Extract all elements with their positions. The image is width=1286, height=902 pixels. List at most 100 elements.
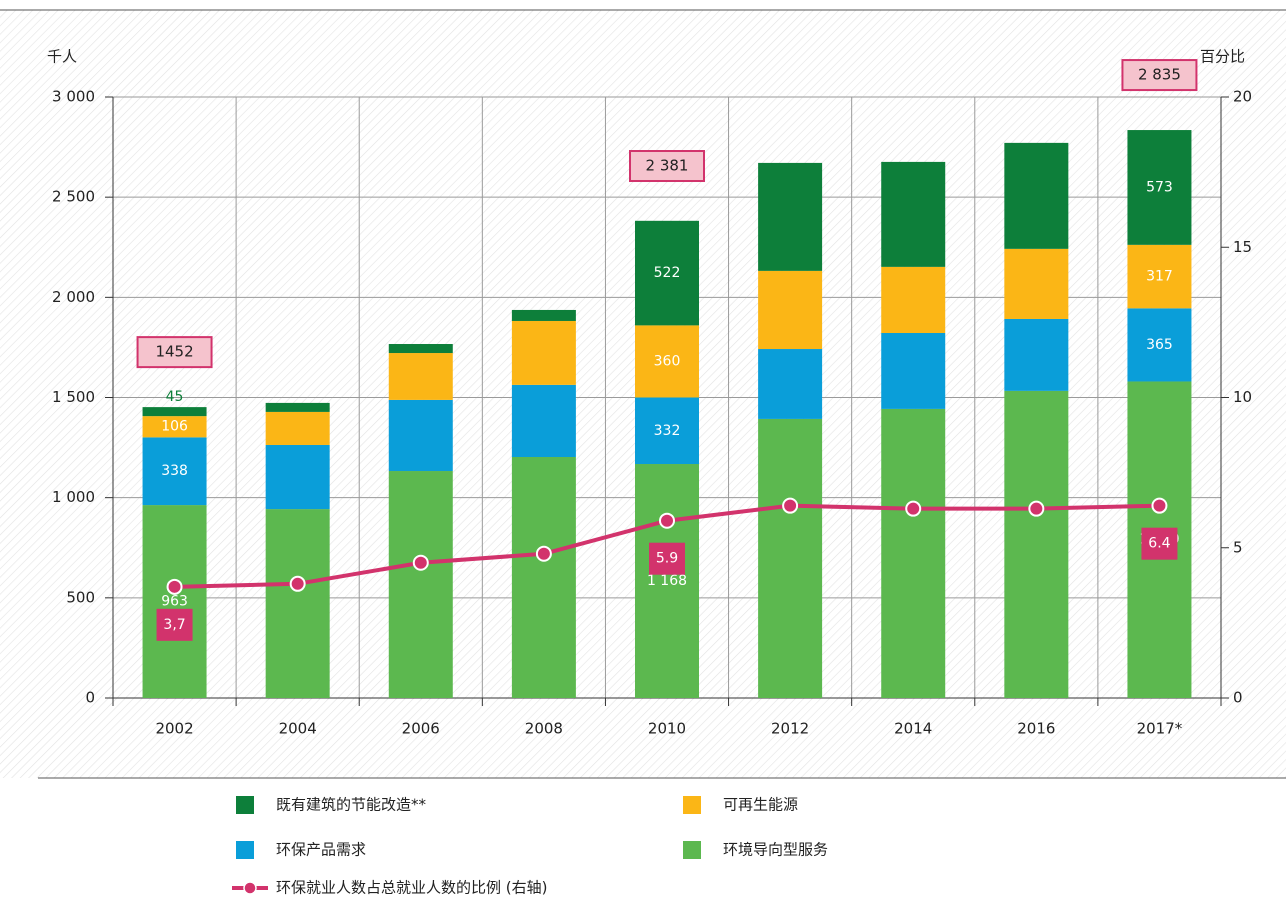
bar-segment bbox=[142, 505, 207, 698]
line-point bbox=[659, 512, 675, 529]
bar-segment bbox=[881, 161, 946, 267]
y-axis-label: 千人 bbox=[47, 48, 77, 66]
line-point bbox=[1151, 497, 1168, 514]
bar-segment bbox=[388, 471, 453, 698]
legend-label: 可再生能源 bbox=[723, 796, 798, 814]
bar-segment bbox=[1004, 248, 1069, 319]
bar-value-label: 338 bbox=[161, 463, 188, 479]
bar-segment bbox=[635, 325, 699, 398]
line-point bbox=[535, 545, 552, 562]
line-label-box bbox=[649, 542, 685, 575]
y2-tick-label: 0 bbox=[1233, 689, 1243, 707]
bar-segment bbox=[511, 384, 576, 457]
line-point bbox=[782, 497, 799, 514]
y-tick-label: 1 000 bbox=[52, 488, 95, 506]
bar-segment bbox=[635, 220, 699, 326]
total-box bbox=[1121, 59, 1198, 92]
bar-segment bbox=[142, 407, 207, 417]
bar-segment bbox=[511, 456, 576, 698]
y2-tick-label: 10 bbox=[1233, 388, 1252, 406]
x-tick-label: 2014 bbox=[894, 720, 932, 738]
bar-segment bbox=[758, 349, 823, 419]
total-label: 1452 bbox=[155, 343, 193, 361]
x-tick-label: 2004 bbox=[279, 720, 317, 738]
legend-marker bbox=[243, 881, 257, 895]
line-value-label: 6.4 bbox=[1148, 536, 1170, 552]
bar-segment bbox=[388, 399, 453, 472]
bar-value-label: 963 bbox=[161, 594, 188, 610]
x-tick-label: 2010 bbox=[648, 720, 686, 738]
x-tick-label: 2017* bbox=[1137, 720, 1183, 738]
legend-swatch bbox=[683, 841, 701, 859]
line-point bbox=[166, 578, 183, 595]
bar-value-label: 332 bbox=[654, 423, 681, 439]
bar-segment bbox=[758, 270, 823, 350]
x-tick-label: 2002 bbox=[155, 720, 193, 738]
bar-value-label: 522 bbox=[654, 265, 681, 281]
line-point bbox=[1028, 500, 1045, 517]
line-value-label: 5.9 bbox=[656, 551, 678, 567]
line-point bbox=[905, 500, 922, 517]
bar-value-label: 45 bbox=[166, 389, 184, 405]
bar-segment bbox=[388, 344, 453, 354]
bar-segment bbox=[1127, 130, 1192, 245]
bar-segment bbox=[1127, 308, 1192, 382]
bar-segment bbox=[265, 402, 330, 412]
bar-segment bbox=[758, 162, 823, 271]
line-value-label: 3,7 bbox=[163, 617, 185, 633]
bar-segment bbox=[1004, 318, 1069, 391]
bar-value-label: 365 bbox=[1146, 337, 1173, 353]
y2-tick-label: 20 bbox=[1233, 88, 1252, 106]
bar-segment bbox=[265, 411, 330, 445]
total-label: 2 381 bbox=[646, 157, 689, 175]
y-tick-label: 500 bbox=[66, 588, 95, 606]
bar-segment bbox=[265, 509, 330, 698]
legend-label: 既有建筑的节能改造** bbox=[276, 796, 427, 814]
bar-segment bbox=[1127, 244, 1192, 309]
bar-segment bbox=[142, 416, 207, 438]
y-tick-label: 2 000 bbox=[52, 288, 95, 306]
y2-axis-label: 百分比 bbox=[1200, 48, 1245, 66]
bar-segment bbox=[881, 408, 946, 698]
legend-swatch bbox=[236, 796, 254, 814]
legend-label: 环保产品需求 bbox=[276, 841, 366, 859]
x-tick-label: 2012 bbox=[771, 720, 809, 738]
legend-swatch bbox=[236, 841, 254, 859]
y-tick-label: 3 000 bbox=[52, 88, 95, 106]
x-tick-label: 2006 bbox=[402, 720, 440, 738]
total-box bbox=[136, 336, 213, 369]
bar-segment bbox=[388, 353, 453, 400]
bar-segment bbox=[635, 397, 699, 465]
legend-label: 环境导向型服务 bbox=[723, 841, 828, 859]
line-label-box bbox=[1141, 527, 1178, 560]
bar-value-label: 360 bbox=[654, 353, 681, 369]
bar-value-label: 106 bbox=[161, 419, 188, 435]
bar-segment bbox=[881, 266, 946, 333]
bar-segment bbox=[635, 464, 699, 698]
y-tick-label: 2 500 bbox=[52, 188, 95, 206]
bar-segment bbox=[1004, 142, 1069, 249]
line-label-box bbox=[156, 608, 193, 641]
x-tick-label: 2008 bbox=[525, 720, 563, 738]
total-label: 2 835 bbox=[1138, 66, 1181, 84]
bar-value-label: 573 bbox=[1146, 179, 1173, 195]
total-box bbox=[629, 150, 705, 183]
y-tick-label: 1 500 bbox=[52, 388, 95, 406]
bar-segment bbox=[1004, 390, 1069, 698]
y2-tick-label: 15 bbox=[1233, 238, 1252, 256]
bar-value-label: 317 bbox=[1146, 269, 1173, 285]
bar-segment bbox=[511, 320, 576, 385]
x-tick-label: 2016 bbox=[1017, 720, 1055, 738]
bar-segment bbox=[142, 437, 207, 506]
line-point bbox=[289, 575, 306, 592]
bar-segment bbox=[511, 309, 576, 321]
y-tick-label: 0 bbox=[85, 689, 95, 707]
legend-label: 环保就业人数占总就业人数的比例 (右轴) bbox=[276, 879, 547, 897]
bar-segment bbox=[881, 332, 946, 409]
bar-segment bbox=[758, 418, 823, 698]
y2-tick-label: 5 bbox=[1233, 538, 1243, 556]
legend-swatch bbox=[683, 796, 701, 814]
bar-value-label: 1 168 bbox=[647, 573, 687, 589]
bar-segment bbox=[265, 444, 330, 510]
